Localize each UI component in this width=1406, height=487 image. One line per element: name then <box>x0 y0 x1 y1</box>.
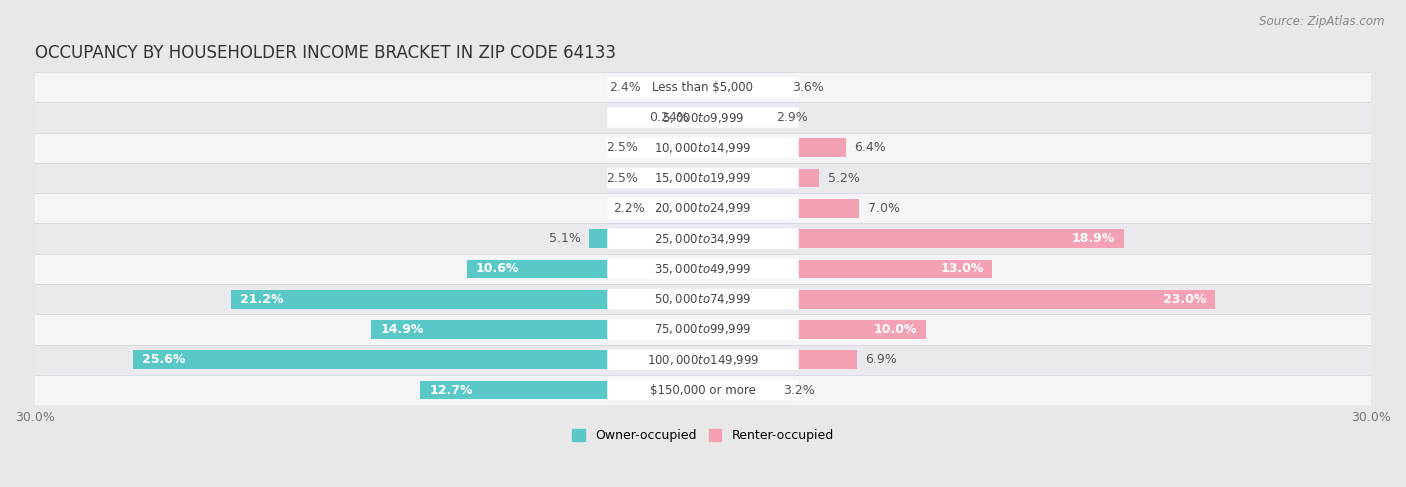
Text: $100,000 to $149,999: $100,000 to $149,999 <box>647 353 759 367</box>
Legend: Owner-occupied, Renter-occupied: Owner-occupied, Renter-occupied <box>572 429 834 442</box>
Bar <box>420 381 703 399</box>
Text: $5,000 to $9,999: $5,000 to $9,999 <box>662 111 744 125</box>
FancyBboxPatch shape <box>607 228 799 249</box>
Text: 10.6%: 10.6% <box>475 262 519 276</box>
Text: $35,000 to $49,999: $35,000 to $49,999 <box>654 262 752 276</box>
Text: 6.9%: 6.9% <box>866 353 897 366</box>
Bar <box>589 229 703 248</box>
Bar <box>35 314 1371 345</box>
Bar <box>703 199 859 218</box>
Bar <box>35 72 1371 102</box>
Text: 23.0%: 23.0% <box>1163 293 1206 306</box>
Text: $10,000 to $14,999: $10,000 to $14,999 <box>654 141 752 155</box>
Bar <box>697 108 703 127</box>
Bar <box>35 193 1371 224</box>
Bar <box>703 260 993 278</box>
Bar <box>703 169 818 187</box>
FancyBboxPatch shape <box>607 107 799 128</box>
Bar <box>654 199 703 218</box>
Bar <box>371 320 703 339</box>
Bar <box>703 229 1123 248</box>
Text: 12.7%: 12.7% <box>429 384 472 396</box>
Bar <box>703 290 1215 309</box>
Text: 0.24%: 0.24% <box>650 111 689 124</box>
Text: 5.1%: 5.1% <box>548 232 581 245</box>
Bar <box>35 163 1371 193</box>
Text: Less than $5,000: Less than $5,000 <box>652 81 754 94</box>
FancyBboxPatch shape <box>607 198 799 219</box>
Bar <box>647 138 703 157</box>
Bar <box>231 290 703 309</box>
Bar <box>647 169 703 187</box>
Bar <box>35 284 1371 314</box>
Text: 21.2%: 21.2% <box>240 293 284 306</box>
Text: 13.0%: 13.0% <box>941 262 984 276</box>
Bar <box>134 350 703 369</box>
Text: 3.6%: 3.6% <box>792 81 824 94</box>
Bar <box>35 102 1371 132</box>
Text: 25.6%: 25.6% <box>142 353 186 366</box>
Text: OCCUPANCY BY HOUSEHOLDER INCOME BRACKET IN ZIP CODE 64133: OCCUPANCY BY HOUSEHOLDER INCOME BRACKET … <box>35 44 616 62</box>
Bar <box>35 345 1371 375</box>
Bar <box>703 78 783 96</box>
Bar <box>35 132 1371 163</box>
Text: 14.9%: 14.9% <box>380 323 423 336</box>
Bar <box>703 381 775 399</box>
FancyBboxPatch shape <box>607 350 799 370</box>
Bar <box>35 254 1371 284</box>
Text: 2.5%: 2.5% <box>606 171 638 185</box>
Text: 18.9%: 18.9% <box>1071 232 1115 245</box>
Bar <box>703 108 768 127</box>
Text: $20,000 to $24,999: $20,000 to $24,999 <box>654 201 752 215</box>
FancyBboxPatch shape <box>607 77 799 97</box>
FancyBboxPatch shape <box>607 168 799 188</box>
Text: 2.5%: 2.5% <box>606 141 638 154</box>
Text: $25,000 to $34,999: $25,000 to $34,999 <box>654 232 752 245</box>
Bar <box>650 78 703 96</box>
Text: 2.9%: 2.9% <box>776 111 808 124</box>
Text: 10.0%: 10.0% <box>873 323 917 336</box>
Text: 7.0%: 7.0% <box>868 202 900 215</box>
Text: $15,000 to $19,999: $15,000 to $19,999 <box>654 171 752 185</box>
Text: 5.2%: 5.2% <box>828 171 859 185</box>
Text: Source: ZipAtlas.com: Source: ZipAtlas.com <box>1260 15 1385 28</box>
Text: $75,000 to $99,999: $75,000 to $99,999 <box>654 322 752 337</box>
Bar <box>703 320 925 339</box>
Text: 2.2%: 2.2% <box>613 202 645 215</box>
Bar <box>467 260 703 278</box>
FancyBboxPatch shape <box>607 289 799 309</box>
Bar <box>35 375 1371 405</box>
Bar <box>703 350 856 369</box>
FancyBboxPatch shape <box>607 319 799 340</box>
Text: $50,000 to $74,999: $50,000 to $74,999 <box>654 292 752 306</box>
Text: 2.4%: 2.4% <box>609 81 641 94</box>
Text: $150,000 or more: $150,000 or more <box>650 384 756 396</box>
Bar <box>35 224 1371 254</box>
FancyBboxPatch shape <box>607 259 799 279</box>
FancyBboxPatch shape <box>607 137 799 158</box>
Text: 6.4%: 6.4% <box>855 141 886 154</box>
FancyBboxPatch shape <box>607 380 799 400</box>
Bar <box>703 138 845 157</box>
Text: 3.2%: 3.2% <box>783 384 815 396</box>
